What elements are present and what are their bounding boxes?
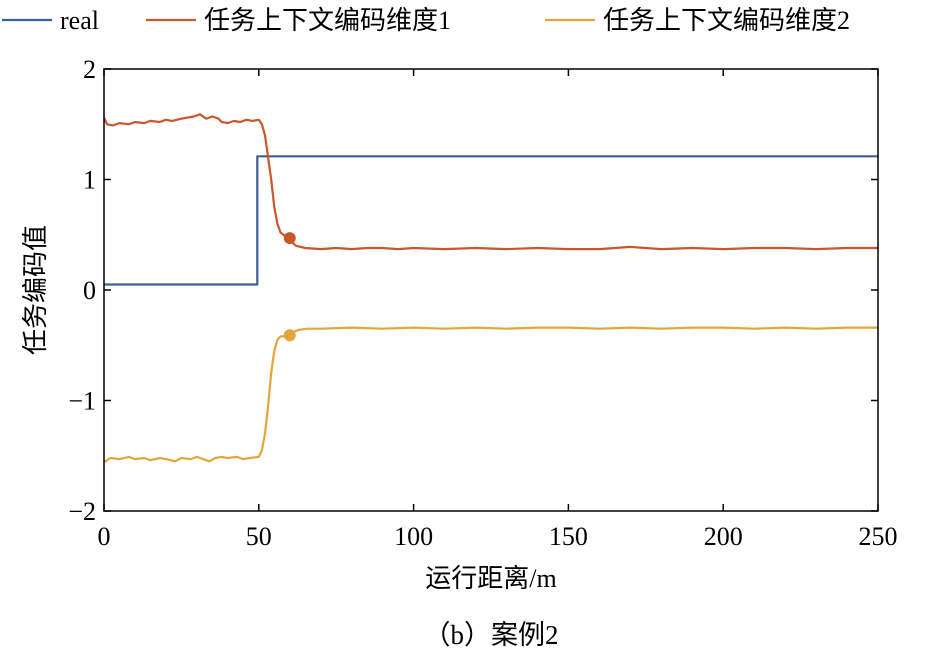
y-tick-label: −1	[68, 387, 96, 416]
y-tick-label: 0	[83, 276, 96, 305]
y-tick-label: −2	[68, 497, 96, 526]
x-axis-label: 运行距离/m	[425, 564, 556, 593]
series-marker-2	[283, 232, 296, 245]
y-axis-label: 任务编码值	[21, 225, 50, 355]
legend-label-2: 任务上下文编码维度1	[204, 6, 451, 35]
y-tick-label: 2	[83, 55, 96, 84]
legend-label-3: 任务上下文编码维度2	[603, 6, 850, 35]
legend: real 任务上下文编码维度1 任务上下文编码维度2	[2, 6, 850, 35]
x-tick-label: 150	[549, 522, 588, 551]
legend-label-1: real	[60, 6, 99, 35]
axis-ticks: 0 50 100 150 200 250 −2 −1 0 1 2	[68, 55, 897, 551]
x-tick-label: 100	[394, 522, 433, 551]
x-tick-label: 0	[98, 522, 111, 551]
plot-area	[103, 113, 878, 464]
y-tick-label: 1	[83, 166, 96, 195]
figure-caption: （b）案例2	[424, 620, 559, 650]
x-tick-label: 200	[704, 522, 743, 551]
x-tick-label: 50	[246, 522, 272, 551]
series-line-1	[104, 155, 878, 286]
series-marker-3	[283, 329, 296, 342]
series-line-3	[103, 326, 878, 464]
plot-frame	[103, 68, 879, 512]
x-tick-label: 250	[859, 522, 898, 551]
series-line-2	[103, 113, 878, 251]
